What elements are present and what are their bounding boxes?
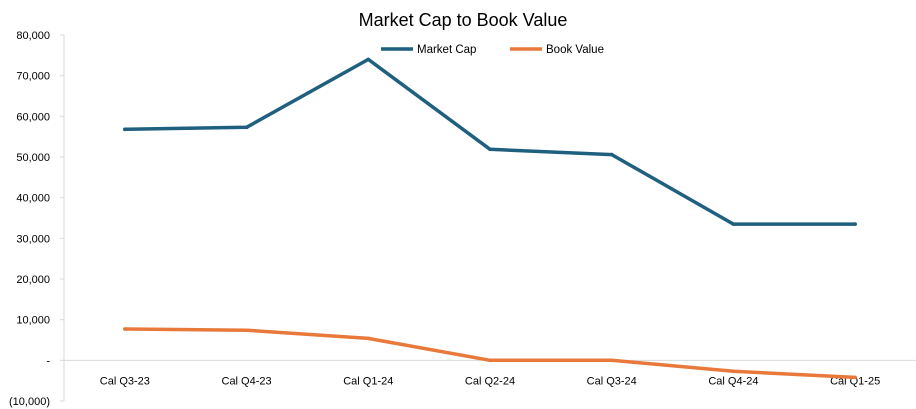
- y-tick-label: 60,000: [16, 111, 50, 123]
- y-tick-label: 50,000: [16, 152, 50, 164]
- x-tick-label: Cal Q4-23: [222, 375, 272, 387]
- y-tick-label: 40,000: [16, 193, 50, 205]
- data-point-market-cap: [609, 152, 614, 157]
- data-point-market-cap: [488, 147, 492, 152]
- data-point-book-value: [244, 328, 249, 333]
- data-point-market-cap: [366, 57, 371, 62]
- data-point-book-value: [366, 336, 371, 341]
- y-tick-label: 20,000: [16, 274, 50, 286]
- data-point-market-cap: [123, 127, 127, 132]
- x-tick-label: Cal Q3-23: [100, 375, 150, 387]
- data-point-market-cap: [853, 222, 857, 226]
- data-point-market-cap: [731, 222, 736, 226]
- legend-label-market-cap: Market Cap: [417, 44, 476, 56]
- data-point-market-cap: [244, 125, 249, 130]
- y-tick-label: -: [46, 355, 50, 367]
- data-point-book-value: [123, 327, 127, 331]
- legend: Market Cap Book Value: [381, 44, 604, 56]
- x-tick-label: Cal Q2-24: [465, 375, 515, 387]
- y-tick-label: 70,000: [16, 71, 50, 83]
- chart-title: Market Cap to Book Value: [359, 10, 568, 30]
- x-tick-label: Cal Q3-24: [587, 375, 637, 387]
- y-axis: 80,000 70,000 60,000 50,000 40,000 30,000 20,0…: [9, 30, 65, 408]
- x-tick-label: Cal Q4-24: [708, 375, 758, 387]
- x-tick-label: Cal Q1-24: [343, 375, 393, 387]
- y-tick-label: (10,000): [9, 396, 50, 408]
- data-point-book-value: [853, 375, 857, 380]
- data-point-book-value: [609, 358, 614, 363]
- data-point-book-value: [731, 369, 736, 374]
- y-tick-label: 80,000: [16, 30, 50, 42]
- y-tick-label: 10,000: [16, 315, 50, 327]
- data-point-book-value: [488, 358, 492, 363]
- legend-label-book-value: Book Value: [546, 44, 604, 56]
- series-line-market-cap: [123, 57, 857, 226]
- series-layer: [123, 57, 857, 380]
- y-tick-label: 30,000: [16, 233, 50, 245]
- series-line-book-value: [123, 327, 857, 380]
